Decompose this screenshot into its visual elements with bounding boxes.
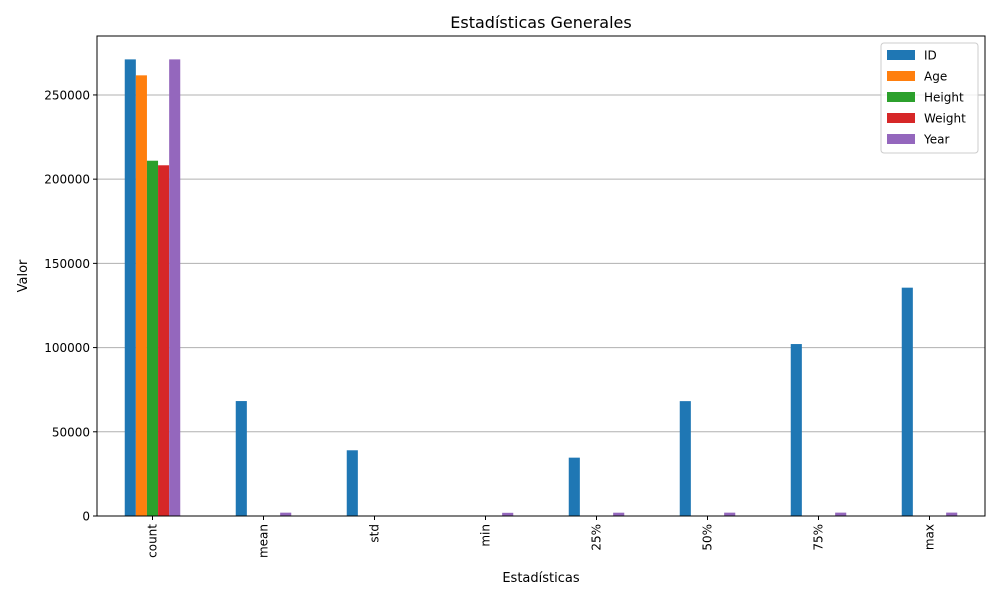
x-tick-label: min	[479, 524, 493, 547]
legend-swatch	[887, 113, 915, 123]
x-axis: count mean std min 25% 50% 75% max	[146, 516, 937, 558]
y-tick-label: 200000	[44, 173, 90, 187]
bar-id-0	[124, 59, 136, 517]
legend-swatch	[887, 71, 915, 81]
legend-swatch	[887, 92, 915, 102]
bar-id-7	[901, 287, 913, 516]
bars	[124, 59, 958, 517]
legend-label: Year	[923, 133, 949, 147]
y-tick-label: 250000	[44, 88, 90, 102]
bar-year-0	[169, 59, 181, 517]
bar-weight-0	[158, 165, 170, 516]
x-axis-label: Estadísticas	[502, 571, 580, 586]
legend-label: Height	[924, 91, 964, 105]
legend: ID Age Height Weight Year	[880, 42, 979, 154]
x-tick-label: 50%	[701, 524, 715, 551]
y-axis: 0 50000 100000 150000 200000 250000	[44, 88, 97, 524]
bar-height-0	[146, 160, 159, 516]
y-gridlines	[97, 94, 985, 433]
chart-title: Estadísticas Generales	[450, 13, 631, 32]
y-tick-label: 150000	[44, 257, 90, 271]
y-tick-label: 50000	[52, 425, 90, 439]
bar-year-6	[835, 512, 847, 516]
legend-label: Weight	[924, 112, 966, 126]
bar-year-3	[502, 512, 514, 516]
bar-year-4	[613, 512, 625, 516]
legend-box	[880, 42, 979, 154]
bar-id-2	[346, 450, 358, 516]
legend-label: Age	[924, 70, 947, 84]
legend-swatch	[887, 50, 915, 60]
legend-label: ID	[924, 49, 937, 63]
x-tick-label: 75%	[812, 524, 826, 551]
y-tick-label: 0	[82, 510, 90, 524]
x-tick-label: mean	[257, 524, 271, 558]
bar-id-1	[235, 401, 247, 516]
bar-id-4	[568, 457, 580, 516]
bar-id-6	[790, 344, 802, 516]
x-tick-label: max	[923, 524, 937, 550]
plot-area-frame	[96, 35, 986, 517]
bar-id-5	[679, 401, 691, 516]
bar-year-1	[280, 512, 292, 516]
x-tick-label: count	[146, 524, 160, 558]
x-tick-label: 25%	[590, 524, 604, 551]
bar-age-0	[135, 75, 147, 517]
bar-year-7	[946, 512, 958, 516]
y-tick-label: 100000	[44, 341, 90, 355]
bar-year-5	[724, 512, 736, 516]
legend-swatch	[887, 134, 915, 144]
y-axis-label: Valor	[16, 259, 31, 292]
x-tick-label: std	[368, 524, 382, 543]
